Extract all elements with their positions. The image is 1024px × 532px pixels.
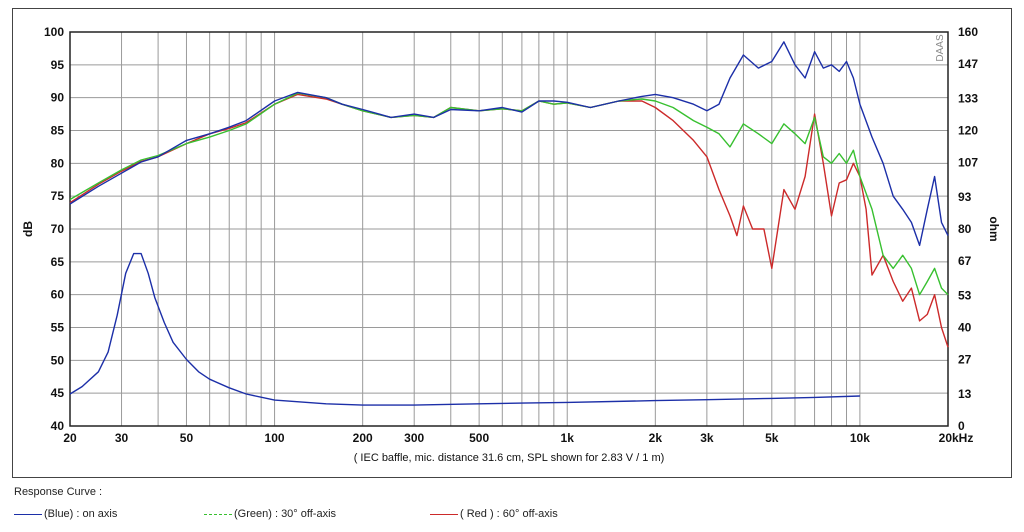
y-tick-label-right: 107 <box>958 156 978 170</box>
x-tick-label: 50 <box>180 431 194 445</box>
x-tick-label: 300 <box>404 431 424 445</box>
y-tick-label-left: 85 <box>51 124 65 138</box>
watermark-text: DAAS <box>935 34 946 62</box>
legend-label-green: (Green) : 30° off-axis <box>234 508 337 520</box>
legend-label-red: ( Red ) : 60° off-axis <box>460 508 558 520</box>
y-tick-label-right: 147 <box>958 57 978 71</box>
x-tick-label: 2k <box>649 431 663 445</box>
y-tick-label-left: 90 <box>51 91 65 105</box>
x-tick-label: 10k <box>850 431 870 445</box>
series-line-blue <box>69 41 949 247</box>
y-tick-label-left: 55 <box>51 321 65 335</box>
legend-swatch-blue <box>14 513 42 515</box>
y-tick-label-left: 50 <box>51 353 65 367</box>
y-tick-label-left: 95 <box>51 58 65 72</box>
x-tick-label: 100 <box>265 431 285 445</box>
series-line-green <box>69 92 949 296</box>
y-tick-label-right: 53 <box>958 288 972 302</box>
frequency-response-chart: 100 95 90 85 80 75 70 65 60 55 50 45 40 160 147 133 120 1… <box>21 25 1001 464</box>
x-tick-label: 200 <box>353 431 373 445</box>
series-line-impedance <box>69 252 860 406</box>
y-tick-label-right: 120 <box>958 124 978 138</box>
y-tick-label-left: 40 <box>51 419 65 433</box>
y-tick-label-left: 75 <box>51 189 65 203</box>
x-tick-label: 20 <box>63 431 77 445</box>
y-tick-label-right: 27 <box>958 353 972 367</box>
y-axis-label-right: ohm <box>987 216 1001 241</box>
legend-swatch-green <box>204 513 232 515</box>
legend-item-blue: (Blue) : on axis <box>14 508 117 520</box>
legend-title: Response Curve : <box>14 486 103 498</box>
y-tick-label-right: 160 <box>958 25 978 39</box>
chart-frame <box>12 8 1012 478</box>
x-tick-label: 20kHz <box>939 431 974 445</box>
x-tick-label: 5k <box>765 431 779 445</box>
x-tick-label: 500 <box>469 431 489 445</box>
x-axis-caption: ( IEC baffle, mic. distance 31.6 cm, SPL… <box>354 452 665 464</box>
legend-item-red: ( Red ) : 60° off-axis <box>430 508 558 520</box>
y-tick-label-left: 100 <box>44 25 64 39</box>
x-tick-label: 30 <box>115 431 129 445</box>
legend-swatch-red <box>430 513 458 515</box>
y-tick-label-right: 67 <box>958 254 972 268</box>
y-tick-label-right: 93 <box>958 190 972 204</box>
legend-label-blue: (Blue) : on axis <box>44 508 118 520</box>
x-tick-label: 3k <box>700 431 714 445</box>
y-tick-label-left: 45 <box>51 386 65 400</box>
y-tick-label-left: 80 <box>51 156 65 170</box>
y-tick-label-left: 60 <box>51 288 65 302</box>
y-tick-label-right: 80 <box>958 222 972 236</box>
x-tick-label: 1k <box>561 431 575 445</box>
y-tick-label-left: 65 <box>51 255 65 269</box>
plot-border <box>69 31 949 427</box>
y-axis-label-left: dB <box>21 221 35 237</box>
y-tick-label-right: 13 <box>958 387 972 401</box>
y-tick-label-right: 0 <box>958 419 965 433</box>
legend-item-green: (Green) : 30° off-axis <box>204 508 336 520</box>
series-line-red <box>69 93 949 348</box>
y-tick-label-right: 133 <box>958 91 978 105</box>
y-tick-label-left: 70 <box>51 222 65 236</box>
y-tick-label-right: 40 <box>958 321 972 335</box>
